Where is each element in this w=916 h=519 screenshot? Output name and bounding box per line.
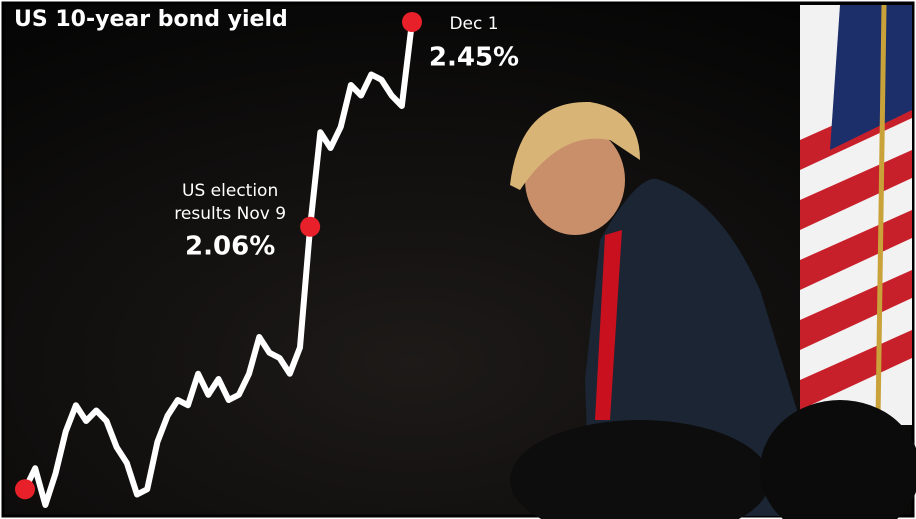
- person: [510, 101, 916, 519]
- annotation-text: Dec 1: [449, 14, 498, 34]
- yield-line: [22, 21, 415, 508]
- annotation-value: 2.45%: [429, 43, 519, 73]
- point-marker: [402, 12, 422, 32]
- annotation-text: results Nov 9: [174, 204, 286, 224]
- point-marker: [15, 479, 35, 500]
- annotation-value: 2.06%: [185, 231, 275, 261]
- point-marker: [300, 216, 321, 237]
- chart-title: US 10-year bond yield: [14, 7, 288, 32]
- flag: [800, 4, 912, 425]
- annotation-text: US election: [182, 181, 278, 201]
